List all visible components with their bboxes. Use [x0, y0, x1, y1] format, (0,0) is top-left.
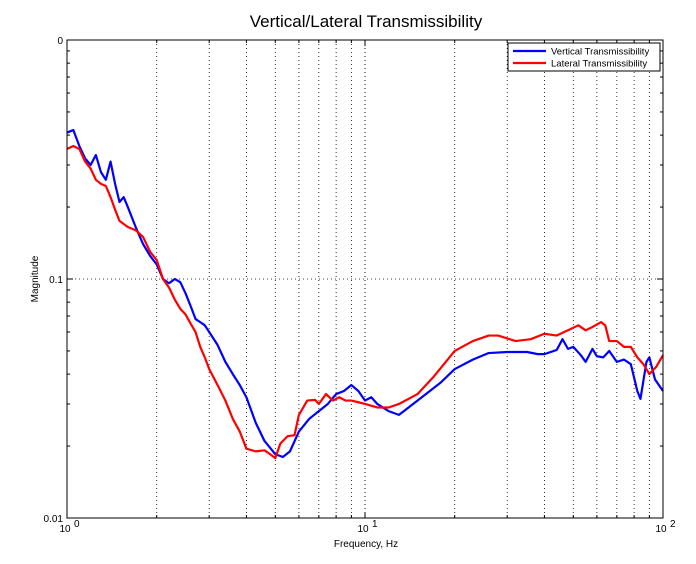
x-tick-label: 10 0 [59, 519, 80, 535]
y-tick-label: 0 [57, 36, 63, 47]
chart-title: Vertical/Lateral Transmissibility [250, 12, 483, 31]
plot-area [66, 39, 664, 519]
x-tick-label-base: 10 [59, 524, 71, 535]
x-tick-label-exponent: 1 [372, 519, 378, 530]
y-tick-labels: 0 0.1 0.01 [44, 36, 64, 525]
x-tick-label: 10 2 [655, 519, 676, 535]
x-tick-label-exponent: 2 [670, 519, 676, 530]
x-axis-label: Frequency, Hz [334, 539, 398, 550]
x-tick-label-exponent: 0 [74, 519, 80, 530]
legend-box [507, 42, 661, 72]
y-tick-label: 0.01 [44, 514, 64, 525]
series-line-vertical [66, 128, 664, 459]
y-axis-label: Magnitude [30, 255, 41, 302]
x-tick-label-base: 10 [357, 524, 369, 535]
legend: Vertical Transmissibility Lateral Transm… [507, 42, 661, 72]
series-line-lateral [66, 144, 664, 460]
x-tick-label: 10 1 [357, 519, 378, 535]
tick-marks [66, 39, 664, 519]
legend-label-lateral: Lateral Transmissibility [551, 59, 647, 70]
x-tick-label-base: 10 [655, 524, 667, 535]
y-tick-label: 0.1 [49, 275, 63, 286]
legend-label-vertical: Vertical Transmissibility [551, 47, 649, 58]
series-layer [66, 128, 664, 460]
plot-background [67, 40, 663, 518]
x-tick-labels: 10 0 10 1 10 2 [59, 519, 676, 535]
